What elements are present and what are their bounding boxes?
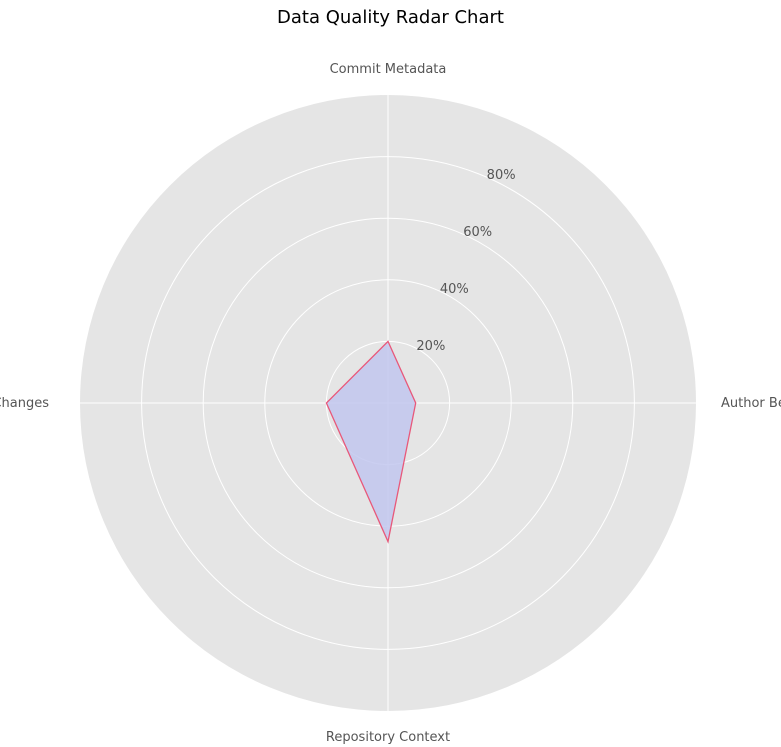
category-label: Author Behavior [721,396,781,411]
chart-title: Data Quality Radar Chart [277,7,504,28]
series-layer [325,340,417,544]
radial-tick-label: 60% [463,225,492,240]
radial-tick-label: 40% [440,282,469,297]
radial-tick-label: 80% [487,168,516,183]
radial-tick-label: 20% [416,339,445,354]
label-layer: 20% 40% 60% 80% Commit Metadata Author Behavi… [0,62,781,745]
series-area [325,340,417,544]
category-label: Commit Metadata [330,62,447,77]
category-label: Code Changes [0,396,49,411]
category-label: Repository Context [326,730,450,745]
